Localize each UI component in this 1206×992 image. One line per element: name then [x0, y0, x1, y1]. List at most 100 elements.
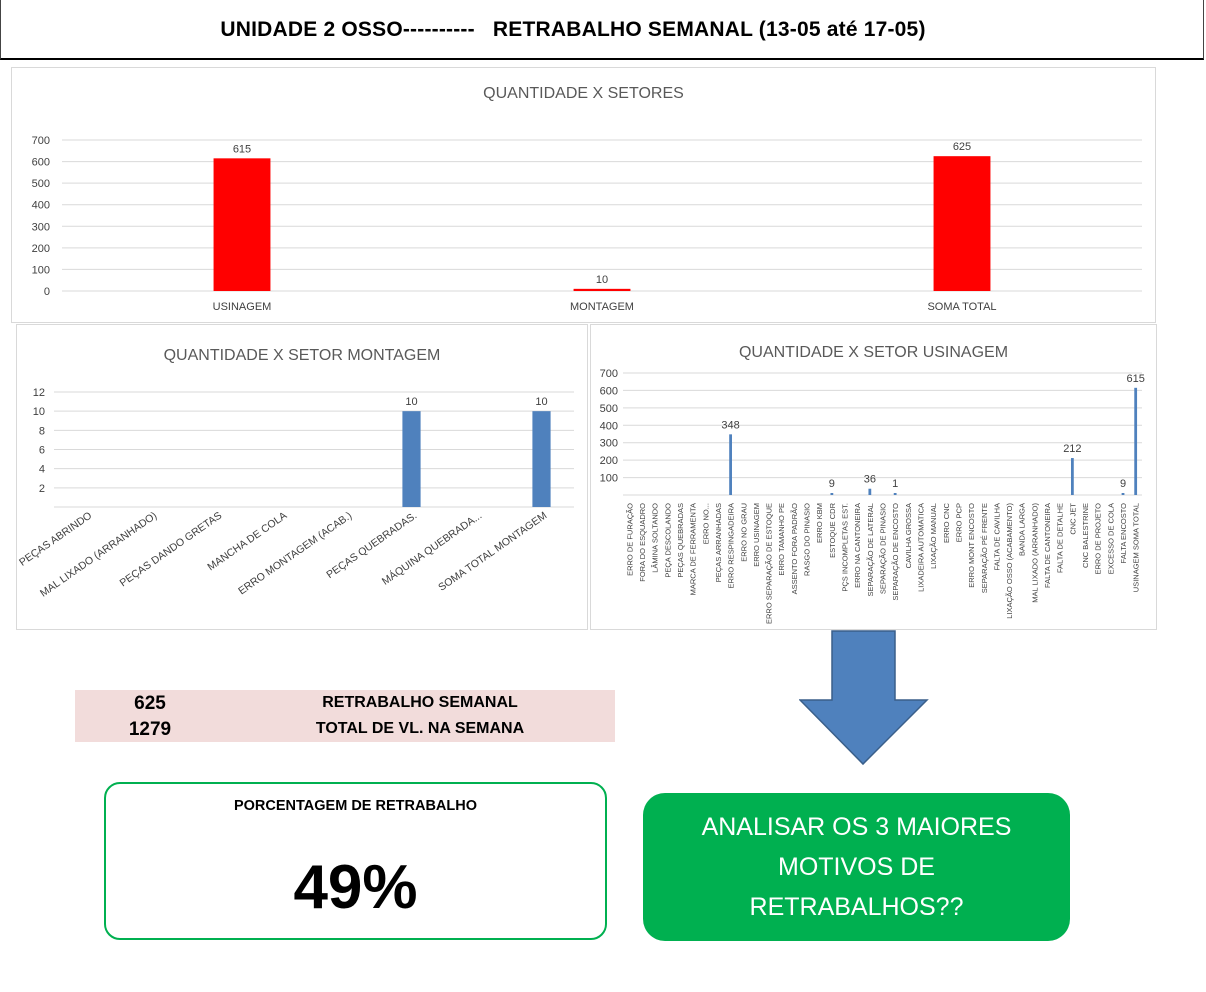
data-label: 615	[233, 143, 251, 155]
x-tick-label: ERRO NA CANTONEIRA	[853, 503, 862, 588]
data-label: 1	[892, 478, 898, 490]
bar	[893, 493, 897, 495]
y-tick-label: 10	[33, 406, 45, 418]
bar	[213, 158, 271, 291]
x-tick-label: SOMA TOTAL MONTAGEM	[436, 510, 549, 594]
x-tick-label: MAL LIXADO (ARRANHADO)	[38, 510, 159, 600]
bar	[573, 288, 631, 291]
x-tick-label: ERRO DE PROJETO	[1094, 503, 1103, 575]
x-tick-label: FALTA DE CAVILHA	[992, 503, 1001, 571]
x-tick-label: ERRO SEPARAÇÃO DE ESTOQUE	[765, 503, 774, 624]
x-tick-label: ERRO USINAGEM	[752, 503, 761, 567]
y-tick-label: 400	[32, 200, 50, 212]
y-tick-label: 400	[600, 420, 618, 432]
data-label: 615	[1126, 373, 1144, 385]
chart-plot: 100 200 300 400 500 600 700 ERRO DE FURAÇÃO FORA…	[600, 368, 1145, 624]
x-tick-label: USINAGEM	[213, 301, 272, 313]
x-tick-label: ERRO MONTAGEM (ACAB.)	[236, 510, 354, 598]
y-tick-label: 700	[32, 135, 50, 147]
bar	[868, 488, 872, 495]
x-tick-label: SEPARAÇÃO DE LATERAL	[866, 503, 875, 597]
x-tick-label: ERRO DE FURAÇÃO	[625, 503, 634, 576]
x-tick-label: PÇS INCOMPLETAS EST.	[841, 503, 850, 592]
x-tick-label: FALTA DE DETALHE	[1056, 503, 1065, 573]
bar	[1121, 493, 1125, 495]
x-tick-label: EXCESSO DE COLA	[1106, 503, 1115, 574]
x-tick-label: CAVILHA GROSSA	[904, 503, 913, 568]
x-tick-label: LIXAÇÃO MANUAL	[929, 503, 938, 569]
data-label: 9	[829, 478, 835, 490]
bar	[933, 156, 991, 291]
x-tick-label: FALTA DE CANTONEIRA	[1043, 503, 1052, 588]
data-label: 625	[953, 141, 971, 153]
x-tick-label: CNC JET	[1068, 503, 1077, 535]
chart-setor-montagem: QUANTIDADE X SETOR MONTAGEM 2 4 6 8 10 12 PEÇA…	[16, 324, 588, 630]
x-tick-label: ERRO KBM	[815, 503, 824, 543]
x-tick-label: SEPARAÇÃO PÉ FRENTE	[980, 503, 989, 593]
y-tick-label: 4	[39, 464, 45, 476]
data-label: 36	[864, 474, 876, 486]
x-tick-label: ERRO NO...	[701, 503, 710, 544]
summary-label-retrabalho: RETRABALHO SEMANAL	[322, 694, 518, 711]
summary-value-total: 1279	[128, 719, 172, 740]
chart-plot: 0 100 200 300 400 500 600 700 615 USINAGEM 10 MONTA…	[32, 135, 1142, 313]
x-tick-label: LIXAÇÃO OSSO (ACABAMENTO)	[1005, 503, 1014, 619]
x-tick-label: ERRO MONT ENCOSTO	[967, 503, 976, 588]
y-tick-label: 200	[32, 243, 50, 255]
y-tick-label: 500	[32, 178, 50, 190]
percentage-card: PORCENTAGEM DE RETRABALHO 49%	[104, 782, 607, 940]
x-tick-label: PEÇAS QUEBRADAS	[676, 503, 685, 578]
x-tick-label: CNC BALESTRINE	[1081, 503, 1090, 568]
x-tick-label: SOMA TOTAL	[927, 301, 996, 313]
y-tick-label: 12	[33, 387, 45, 399]
data-label: 10	[535, 396, 547, 408]
percentage-value: 49%	[293, 853, 418, 922]
bar	[729, 434, 732, 495]
x-tick-label: ESTOQUE CDR	[828, 502, 837, 557]
y-tick-label: 100	[32, 264, 50, 276]
data-label: 10	[405, 396, 417, 408]
analyze-callout-text: ANALISAR OS 3 MAIORES MOTIVOS DE RETRABA…	[701, 813, 1012, 921]
y-tick-label: 600	[32, 157, 50, 169]
x-tick-label: LIXADEIRA AUTOMATICA	[916, 503, 925, 592]
y-tick-label: 500	[600, 403, 618, 415]
y-tick-label: 200	[600, 455, 618, 467]
summary-value-retrabalho: 625	[134, 693, 166, 714]
x-tick-label: FORA DO ESQUADRO	[638, 503, 647, 582]
x-tick-label: MARCA DE FERRAMENTA	[689, 503, 698, 595]
y-tick-label: 300	[600, 438, 618, 450]
down-arrow-icon	[799, 630, 929, 766]
page-title: UNIDADE 2 OSSO---------- RETRABALHO SEMA…	[220, 18, 926, 41]
bar	[402, 411, 421, 507]
y-tick-label: 0	[44, 286, 50, 298]
y-tick-label: 700	[600, 368, 618, 380]
x-tick-label: RASGO DO PINASIO	[803, 503, 812, 576]
data-label: 10	[596, 274, 608, 286]
percentage-title: PORCENTAGEM DE RETRABALHO	[233, 798, 477, 814]
x-tick-label: BANDA LARGA	[1018, 503, 1027, 556]
y-tick-label: 2	[39, 483, 45, 495]
data-label: 212	[1063, 443, 1081, 455]
x-tick-label: SEPARAÇÃO DE ENCOSTO	[891, 503, 900, 601]
x-tick-label: MONTAGEM	[570, 301, 634, 313]
x-tick-label: USINAGEM SOMA TOTAL	[1132, 503, 1141, 592]
x-tick-label: LÂMINA SOLTANDO	[651, 503, 660, 573]
data-label: 348	[721, 419, 739, 431]
x-tick-label: MAL LIXADO (ARRANHADO)	[1030, 503, 1039, 603]
x-tick-label: ERRO RESPINGADEIRA	[727, 503, 736, 588]
x-tick-label: FALTA ENCOSTO	[1119, 503, 1128, 564]
bar	[830, 493, 834, 495]
y-tick-label: 100	[600, 473, 618, 485]
y-tick-label: 6	[39, 445, 45, 457]
bar	[1134, 387, 1138, 495]
bar	[1070, 458, 1074, 495]
analyze-callout: ANALISAR OS 3 MAIORES MOTIVOS DE RETRABA…	[643, 793, 1070, 941]
chart-setor-usinagem: QUANTIDADE X SETOR USINAGEM 100 200 300 400…	[590, 324, 1157, 630]
chart-title: QUANTIDADE X SETORES	[483, 85, 684, 102]
y-tick-label: 8	[39, 425, 45, 437]
data-label: 9	[1120, 478, 1126, 490]
x-tick-label: ERRO CNC	[942, 502, 951, 543]
x-tick-label: PEÇAS ARRANHADAS	[714, 503, 723, 582]
x-tick-label: SEPARAÇÃO DE PINASIO	[879, 503, 888, 594]
